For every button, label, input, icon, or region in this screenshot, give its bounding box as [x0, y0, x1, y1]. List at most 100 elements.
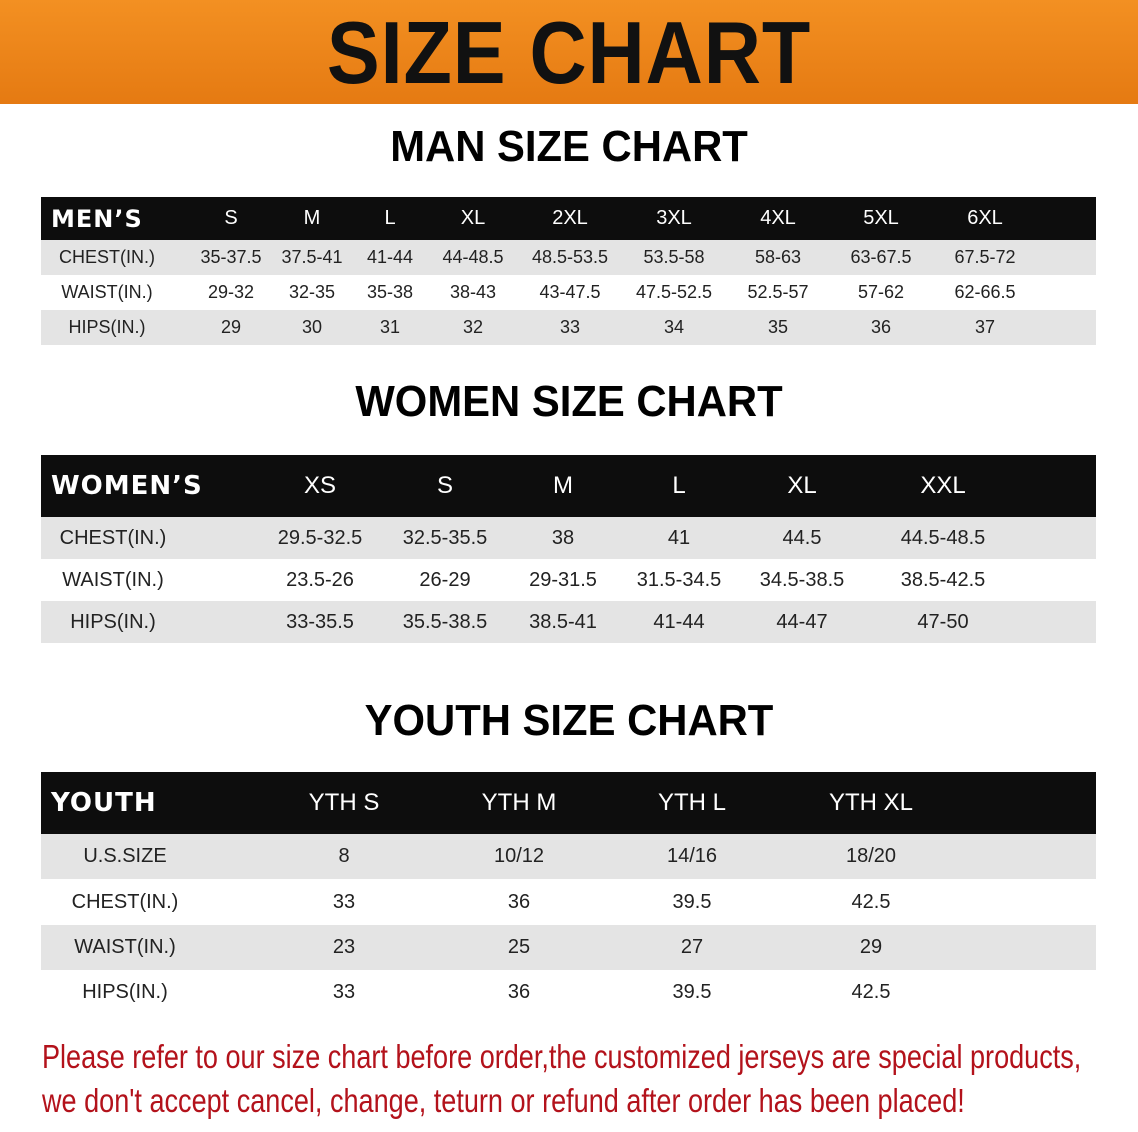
notice-line-1: Please refer to our size chart before or…: [42, 1038, 1082, 1075]
youth-section-title: YOUTH SIZE CHART: [364, 696, 774, 745]
size-value: 29-31.5: [529, 568, 597, 591]
measurement-label: WAIST(IN.): [62, 568, 164, 591]
men-table-row: CHEST(IN.) 35-37.5 37.5-41 41-44 44-48.5 48.5…: [41, 240, 1096, 275]
size-value: 33-35.5: [286, 610, 354, 633]
size-value: 58-63: [754, 247, 802, 267]
size-value: 29-32: [207, 282, 255, 302]
size-header: 3XL: [656, 207, 692, 229]
size-value: 34.5-38.5: [759, 568, 845, 591]
size-value: 30: [301, 317, 323, 337]
size-value: 33: [332, 890, 356, 913]
size-header: S: [436, 472, 454, 499]
size-header: XS: [303, 472, 337, 499]
size-header: YTH L: [657, 789, 727, 816]
size-value: 36: [507, 981, 531, 1003]
size-header: L: [672, 472, 686, 499]
size-header: S: [224, 207, 238, 229]
youth-table-row: HIPS(IN.) 33 36 39.5 42.5: [41, 970, 1096, 1015]
size-value: 31: [379, 317, 401, 337]
size-value: 23.5-26: [286, 568, 354, 591]
size-value: 41-44: [653, 610, 705, 633]
men-header-row: MEN’S S M L XL 2XL 3XL 4XL 5XL 6XL: [41, 197, 1096, 240]
size-header: 4XL: [760, 207, 796, 229]
size-value: 44-47: [776, 610, 828, 633]
size-header: 2XL: [552, 207, 588, 229]
size-value: 42.5: [851, 981, 891, 1003]
youth-header-row: YOUTH YTH S YTH M YTH L YTH XL: [41, 772, 1096, 834]
size-value: 42.5: [851, 890, 891, 913]
size-header: XL: [787, 472, 817, 499]
men-table-row: WAIST(IN.) 29-32 32-35 35-38 38-43 43-47.5 47.…: [41, 275, 1096, 310]
size-value: 47.5-52.5: [635, 282, 713, 302]
measurement-label: U.S.SIZE: [83, 845, 167, 867]
size-header: 6XL: [967, 207, 1003, 229]
size-header: XL: [460, 207, 486, 229]
size-value: 32-35: [288, 282, 336, 302]
size-value: 31.5-34.5: [636, 568, 722, 591]
size-value: 41: [667, 526, 691, 549]
men-size-table: MEN’S S M L XL 2XL 3XL 4XL 5XL 6XL CHEST(IN.) 35-37…: [41, 197, 1096, 345]
measurement-label: CHEST(IN.): [71, 890, 179, 913]
size-header: M: [553, 472, 573, 499]
size-value: 33: [332, 981, 356, 1003]
notice-line-2: we don't accept cancel, change, teturn o…: [42, 1082, 965, 1119]
women-table-row: HIPS(IN.) 33-35.5 35.5-38.5 38.5-41 41-44 44-…: [41, 601, 1096, 643]
size-value: 53.5-58: [643, 247, 705, 267]
size-value: 14/16: [666, 845, 718, 867]
size-header: M: [303, 207, 321, 229]
men-section-title: MAN SIZE CHART: [390, 122, 748, 171]
size-value: 62-66.5: [954, 282, 1016, 302]
size-value: 41-44: [366, 247, 414, 267]
size-value: 35-37.5: [200, 247, 262, 267]
measurement-label: HIPS(IN.): [70, 610, 156, 633]
size-value: 33: [559, 317, 581, 337]
size-value: 48.5-53.5: [531, 247, 609, 267]
size-value: 25: [507, 936, 531, 958]
measurement-label: HIPS(IN.): [68, 317, 146, 337]
size-value: 8: [338, 845, 350, 867]
size-value: 44-48.5: [442, 247, 504, 267]
size-value: 29: [220, 317, 242, 337]
size-value: 10/12: [493, 845, 545, 867]
youth-table-row: WAIST(IN.) 23 25 27 29: [41, 925, 1096, 970]
women-section-title: WOMEN SIZE CHART: [355, 377, 783, 426]
size-value: 32.5-35.5: [402, 526, 488, 549]
size-value: 34: [663, 317, 685, 337]
size-value: 29: [859, 936, 883, 958]
size-value: 29.5-32.5: [277, 526, 363, 549]
size-value: 36: [870, 317, 892, 337]
youth-table-row: U.S.SIZE 8 10/12 14/16 18/20: [41, 834, 1096, 879]
size-value: 27: [680, 936, 704, 958]
size-value: 44.5-48.5: [900, 526, 986, 549]
women-size-table: WOMEN’S XS S M L XL XXL CHEST(IN.) 29.5-32.5 32.5…: [41, 455, 1096, 643]
men-table-row: HIPS(IN.) 29 30 31 32 33 34 35 36 37: [41, 310, 1096, 345]
size-value: 39.5: [672, 981, 712, 1003]
size-value: 23: [332, 936, 356, 958]
youth-size-table: YOUTH YTH S YTH M YTH L YTH XL U.S.SIZE 8 10/12…: [41, 772, 1096, 1015]
youth-header-label: YOUTH: [51, 788, 157, 818]
size-value: 38: [551, 526, 575, 549]
banner: SIZE CHART: [0, 0, 1138, 104]
size-value: 63-67.5: [850, 247, 912, 267]
youth-table-row: CHEST(IN.) 33 36 39.5 42.5: [41, 879, 1096, 925]
size-value: 35-38: [366, 282, 414, 302]
measurement-label: CHEST(IN.): [59, 526, 167, 549]
size-header: YTH XL: [828, 789, 914, 816]
measurement-label: WAIST(IN.): [61, 282, 153, 302]
size-value: 35: [767, 317, 789, 337]
size-value: 67.5-72: [954, 247, 1016, 267]
size-value: 18/20: [845, 845, 897, 867]
women-table-row: WAIST(IN.) 23.5-26 26-29 29-31.5 31.5-34.5 34…: [41, 559, 1096, 601]
size-value: 38.5-42.5: [900, 568, 986, 591]
women-table-row: CHEST(IN.) 29.5-32.5 32.5-35.5 38 41 44.5 44.5…: [41, 517, 1096, 559]
size-value: 26-29: [419, 568, 471, 591]
size-value: 43-47.5: [539, 282, 601, 302]
size-value: 35.5-38.5: [402, 610, 488, 633]
banner-title: SIZE CHART: [326, 3, 812, 102]
women-header-label: WOMEN’S: [51, 471, 203, 501]
size-value: 37.5-41: [281, 247, 343, 267]
size-value: 36: [507, 890, 531, 913]
size-value: 38-43: [449, 282, 497, 302]
size-value: 52.5-57: [747, 282, 809, 302]
women-header-row: WOMEN’S XS S M L XL XXL: [41, 455, 1096, 517]
